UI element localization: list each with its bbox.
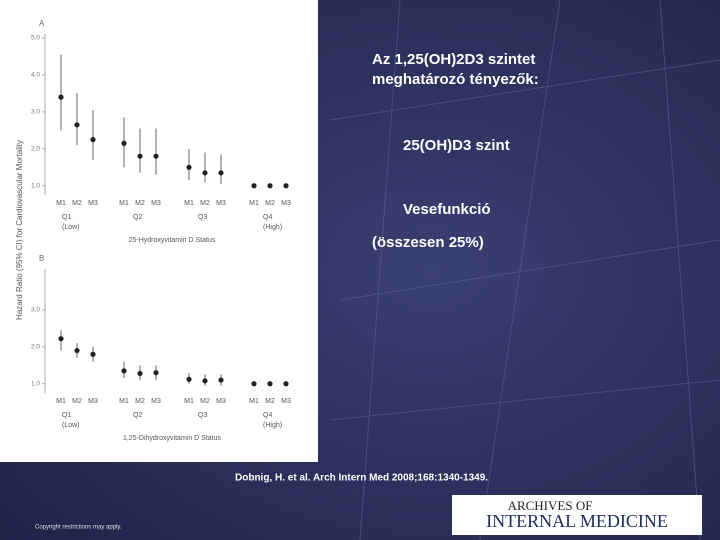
point: [90, 136, 96, 143]
group-label: Q2: [133, 412, 142, 419]
point: [267, 381, 273, 387]
y-tick-label: 2.0: [31, 344, 40, 351]
point: [251, 381, 257, 387]
point: [58, 94, 64, 100]
point: [186, 376, 192, 382]
group-label: Q3: [198, 412, 207, 419]
x-tick-label: M1: [56, 200, 66, 207]
point: [283, 183, 289, 189]
y-tick-label: 3.0: [31, 109, 40, 116]
figure-panel: [0, 0, 318, 462]
group-note: (Low): [62, 422, 80, 429]
y-tick-label: 4.0: [31, 72, 40, 79]
x-tick-label: M2: [265, 398, 275, 405]
x-tick-label: M1: [184, 398, 194, 405]
panel-letter: B: [39, 254, 44, 263]
point: [137, 370, 143, 377]
point: [153, 153, 159, 159]
logo-text: ARCHIVES OF: [508, 498, 593, 513]
y-tick-label: 1.0: [31, 380, 40, 387]
x-tick-label: M2: [135, 200, 145, 207]
x-tick-label: M1: [249, 398, 259, 405]
x-tick-label: M3: [216, 398, 226, 405]
y-tick-label: 3.0: [31, 307, 40, 314]
network-pattern: [329, 0, 720, 540]
group-label: Q4: [263, 214, 272, 221]
x-tick-label: M1: [184, 200, 194, 207]
item: 25(OH)D3 szint: [403, 137, 510, 154]
point: [58, 336, 64, 342]
heading: meghatározó tényezők:: [372, 71, 539, 88]
x-tick-label: M1: [119, 398, 129, 405]
point: [202, 378, 208, 384]
group-label: Q1: [62, 214, 71, 221]
point: [218, 170, 224, 176]
x-tick-label: M2: [200, 200, 210, 207]
group-note: (High): [263, 422, 282, 429]
y-tick-label: 2.0: [31, 146, 40, 153]
point: [218, 377, 224, 383]
point: [251, 183, 257, 189]
group-note: (Low): [62, 224, 80, 231]
copyright: Copyright restrictions may apply.: [35, 525, 122, 531]
x-tick-label: M2: [72, 398, 82, 405]
point: [121, 368, 127, 374]
group-label: Q4: [263, 412, 272, 419]
point: [74, 347, 80, 354]
x-tick-label: M3: [88, 200, 98, 207]
point: [202, 170, 208, 176]
citation: Dobnig, H. et al. Arch Intern Med 2008;1…: [235, 473, 488, 484]
point: [90, 351, 96, 357]
point: [137, 153, 143, 159]
group-label: Q2: [133, 214, 142, 221]
item: (összesen 25%): [372, 234, 484, 251]
point: [186, 164, 192, 170]
x-tick-label: M3: [281, 398, 291, 405]
x-axis-label: 1,25-Dihydroxyvitamin D Status: [123, 435, 222, 442]
x-tick-label: M2: [200, 398, 210, 405]
logo-text: INTERNAL MEDICINE: [486, 511, 668, 531]
x-tick-label: M3: [216, 200, 226, 207]
y-tick-label: 1.0: [31, 182, 40, 189]
x-tick-label: M1: [119, 200, 129, 207]
heading: Az 1,25(OH)2D3 szintet: [372, 51, 535, 68]
x-tick-label: M2: [72, 200, 82, 207]
x-tick-label: M3: [88, 398, 98, 405]
point: [74, 122, 80, 128]
panel-letter: A: [39, 19, 45, 28]
y-axis-label: Hazard Ratio (95% CI) for Cardiovascular…: [15, 140, 24, 320]
point: [283, 381, 289, 387]
point: [153, 370, 159, 376]
group-note: (High): [263, 224, 282, 231]
y-tick-label: 5.0: [31, 35, 40, 42]
x-axis-label: 25-Hydroxyvitamin D Status: [129, 237, 216, 244]
point: [267, 183, 273, 189]
group-label: Q3: [198, 214, 207, 221]
x-tick-label: M3: [151, 398, 161, 405]
logo-box: [452, 495, 702, 535]
x-tick-label: M1: [56, 398, 66, 405]
group-label: Q1: [62, 412, 71, 419]
x-tick-label: M3: [281, 200, 291, 207]
x-tick-label: M2: [265, 200, 275, 207]
point: [121, 140, 127, 146]
item: Vesefunkció: [403, 201, 491, 218]
x-tick-label: M3: [151, 200, 161, 207]
x-tick-label: M1: [249, 200, 259, 207]
x-tick-label: M2: [135, 398, 145, 405]
